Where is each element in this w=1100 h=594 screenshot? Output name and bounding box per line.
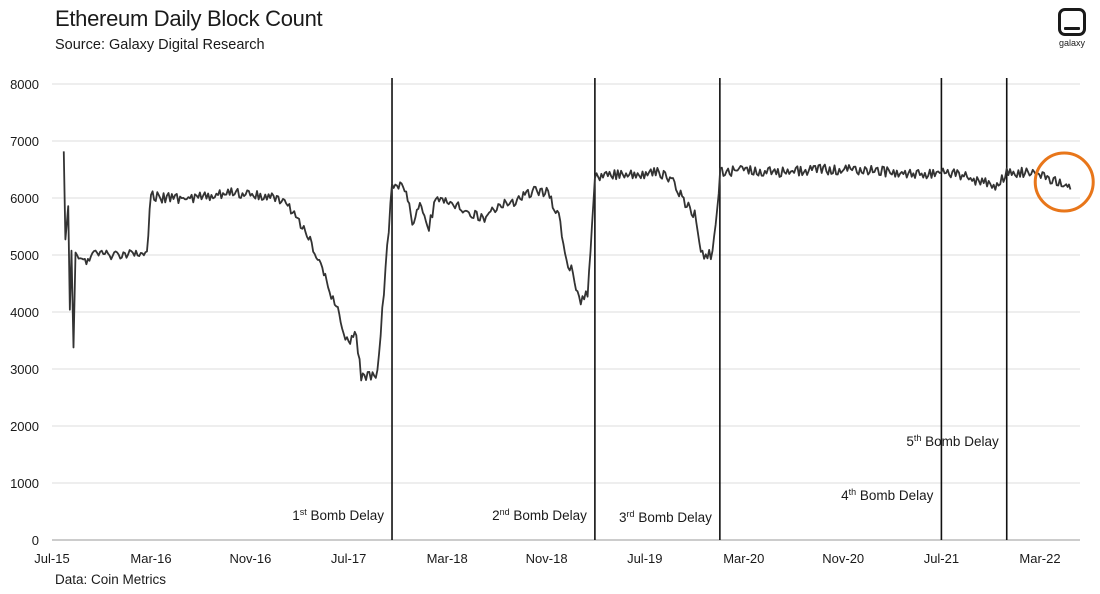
bomb-delay-label: 1st Bomb Delay — [292, 507, 384, 523]
highlight-circle — [1035, 153, 1093, 211]
x-tick-label: Nov-18 — [526, 551, 568, 566]
x-tick-label: Mar-20 — [723, 551, 764, 566]
bomb-delay-label: 3rd Bomb Delay — [619, 509, 712, 525]
x-tick-label: Nov-16 — [229, 551, 271, 566]
series-group — [64, 151, 1071, 380]
y-tick-label: 8000 — [10, 77, 39, 92]
y-tick-label: 4000 — [10, 305, 39, 320]
highlight-group — [1035, 153, 1093, 211]
x-tick-label: Jul-19 — [627, 551, 662, 566]
data-source-note: Data: Coin Metrics — [55, 572, 166, 587]
x-tick-label: Mar-22 — [1019, 551, 1060, 566]
bomb-delay-label: 4th Bomb Delay — [841, 487, 934, 503]
y-tick-label: 2000 — [10, 419, 39, 434]
series-line — [64, 151, 1071, 380]
bomb-delay-label: 2nd Bomb Delay — [492, 507, 587, 523]
x-tick-label: Nov-20 — [822, 551, 864, 566]
y-tick-label: 3000 — [10, 362, 39, 377]
x-tick-label: Mar-16 — [130, 551, 171, 566]
x-tick-label: Jul-21 — [924, 551, 959, 566]
x-tick-label: Mar-18 — [427, 551, 468, 566]
y-tick-label: 1000 — [10, 476, 39, 491]
x-tick-label: Jul-15 — [34, 551, 69, 566]
y-tick-label: 7000 — [10, 134, 39, 149]
y-tick-label: 5000 — [10, 248, 39, 263]
x-axis-ticks: Jul-15 Mar-16 Nov-16 Jul-17 Mar-18 Nov-18 Jul-… — [34, 551, 1060, 566]
grid-lines — [52, 84, 1080, 540]
x-tick-label: Jul-17 — [331, 551, 366, 566]
y-tick-label: 0 — [32, 533, 39, 548]
event-lines: 1st Bomb Delay 2nd Bomb Delay 3rd Bomb Del… — [292, 78, 1007, 540]
bomb-delay-label: 5th Bomb Delay — [906, 433, 999, 449]
y-tick-label: 6000 — [10, 191, 39, 206]
y-axis-ticks: 0 1000 2000 3000 4000 5000 6000 7000 8000 — [10, 77, 39, 548]
